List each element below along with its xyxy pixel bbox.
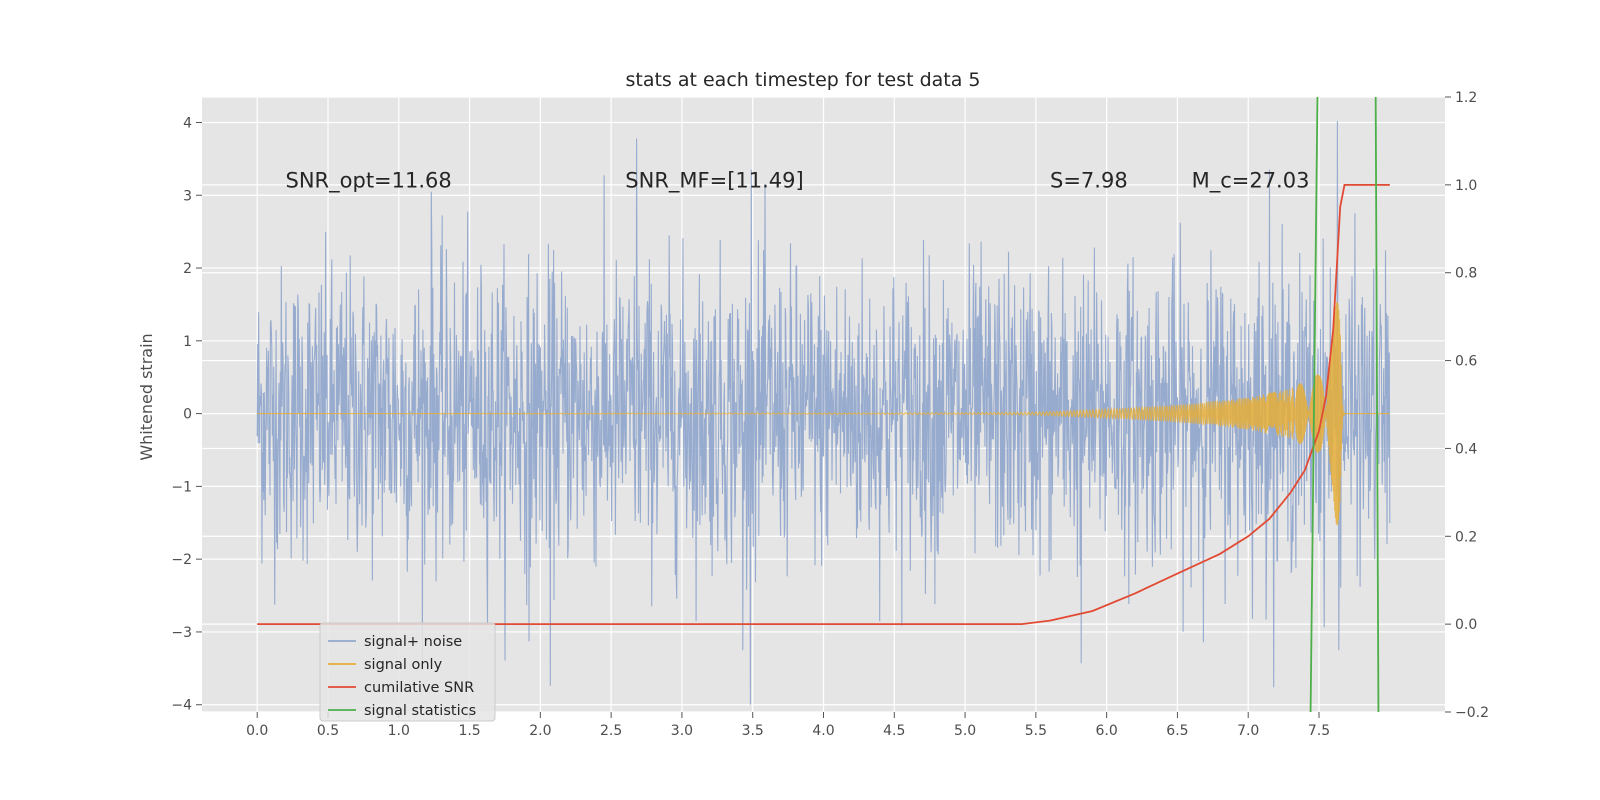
x-tick-label: 4.0 [812,723,834,739]
x-tick-label: 1.0 [388,723,410,739]
series-signal-statistics [1374,97,1380,712]
y2-tick-label: 1.2 [1455,90,1477,106]
annotation: M_c=27.03 [1192,169,1310,194]
y-tick-label: 2 [183,261,192,277]
y-tick-label: −4 [171,698,192,714]
x-tick-label: 2.5 [600,723,622,739]
legend-label: cumilative SNR [364,680,474,696]
x-tick-label: 3.5 [742,723,764,739]
plot-area: 4 3 2 1 0 −1 −2 −3 −4 1.2 1.0 0.8 0.6 0.4 0.2 0.0 −0.2 0.… [171,90,1489,739]
y-tick-label: 1 [183,334,192,350]
annotation: SNR_MF=[11.49] [625,169,803,194]
x-tick-label: 4.5 [883,723,905,739]
series-signal-only [257,301,1390,526]
x-tick-label: 2.0 [529,723,551,739]
y-tick-label: −2 [171,552,192,568]
series-signal-noise [256,120,1391,705]
x-tick-label: 1.5 [458,723,480,739]
y2-tick-label: 0.4 [1455,441,1477,457]
legend: signal+ noise signal only cumilative SNR si… [319,622,496,722]
y-tick-label: 4 [183,115,192,131]
y-tick-label: 3 [183,188,192,204]
x-tick-label: 7.0 [1237,723,1259,739]
x-tick-label: 0.5 [317,723,339,739]
y2-tick-label: −0.2 [1455,705,1489,721]
y-tick-label: −1 [171,479,192,495]
legend-label: signal only [364,657,443,673]
x-tick-label: 0.0 [246,723,268,739]
x-tick-label: 6.0 [1096,723,1118,739]
x-tick-label: 5.5 [1025,723,1047,739]
y-tick-label: 0 [183,407,192,423]
y-tick-label: −3 [171,625,192,641]
y2-tick-label: 0.6 [1455,354,1477,370]
annotation: SNR_opt=11.68 [286,169,452,194]
series-signal-statistics [1309,97,1319,712]
y2-tick-label: 1.0 [1455,178,1477,194]
series-cumulative-snr [257,184,1390,625]
y2-tick-label: 0.2 [1455,529,1477,545]
y-axis-label: Whitened strain [137,333,156,460]
legend-label: signal statistics [364,703,476,719]
chart-title: stats at each timestep for test data 5 [625,69,980,91]
legend-label: signal+ noise [364,634,462,650]
x-tick-label: 3.0 [671,723,693,739]
x-tick-label: 6.5 [1166,723,1188,739]
annotation: S=7.98 [1050,169,1128,193]
y2-tick-label: 0.8 [1455,266,1477,282]
legend-box [319,622,496,722]
x-tick-label: 7.5 [1308,723,1330,739]
y2-tick-label: 0.0 [1455,617,1477,633]
x-tick-label: 5.0 [954,723,976,739]
